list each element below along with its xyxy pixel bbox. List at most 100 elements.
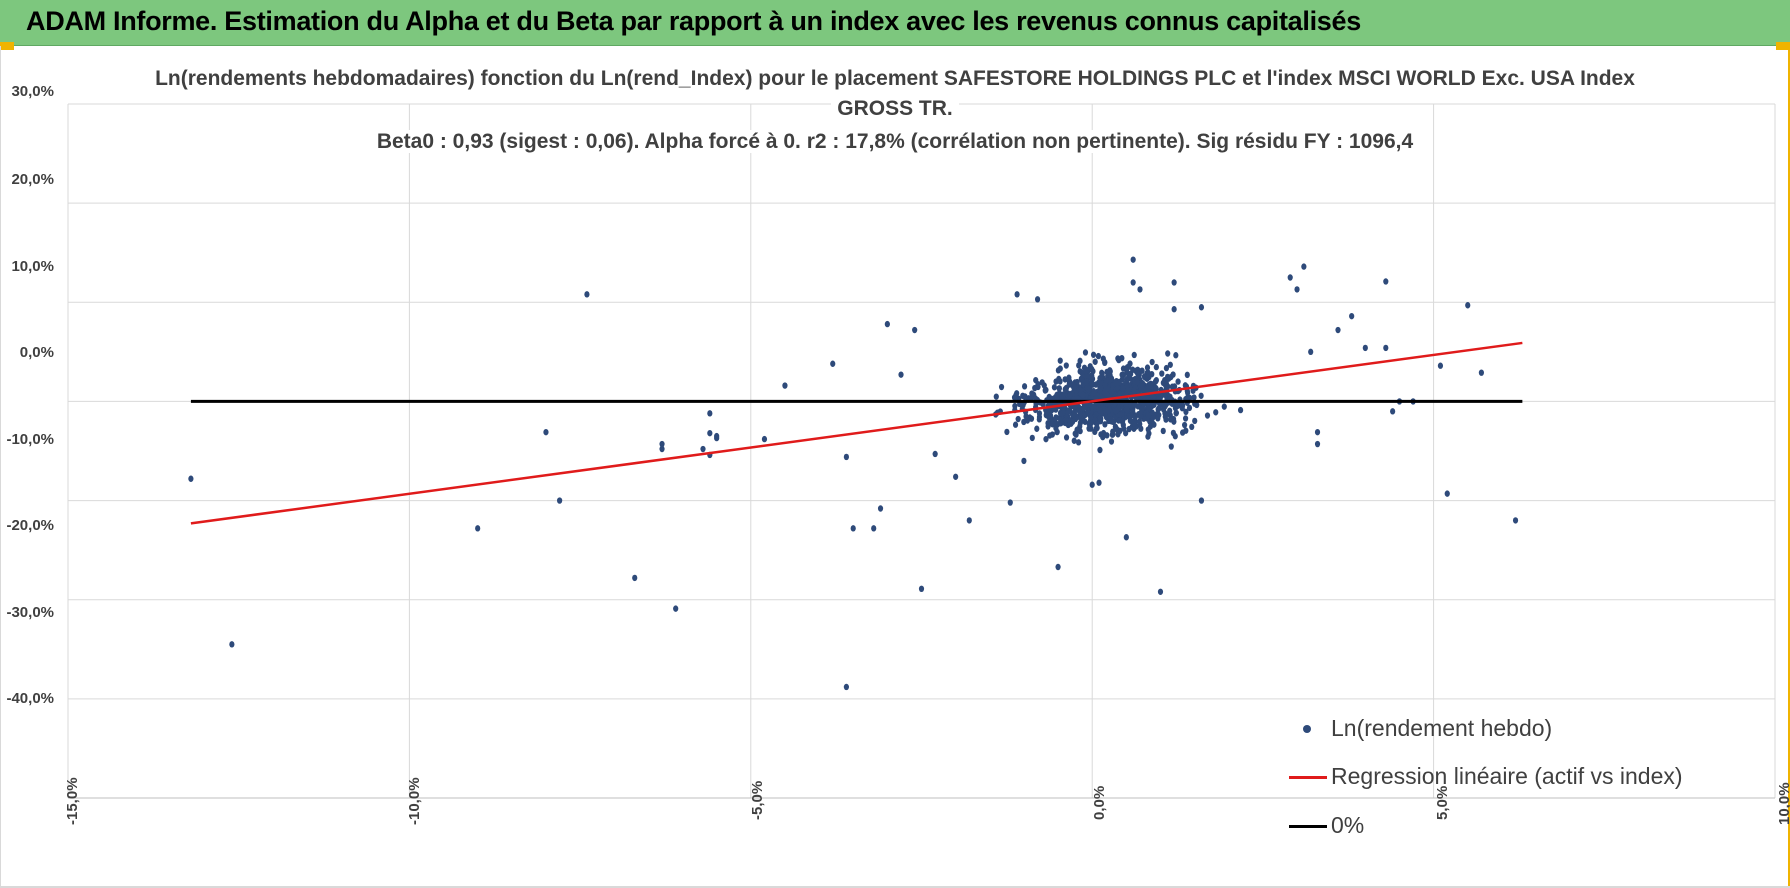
data-point [1183, 427, 1189, 434]
data-point [1108, 376, 1114, 383]
data-point [1071, 409, 1077, 416]
data-point [714, 432, 720, 440]
data-point [1137, 286, 1143, 293]
data-point [1113, 379, 1119, 387]
data-point [1043, 435, 1049, 443]
data-point [1141, 373, 1148, 380]
data-point [1173, 352, 1179, 359]
data-point [659, 445, 665, 453]
y-tick-label: -30,0% [6, 604, 54, 621]
data-point [1044, 409, 1050, 417]
data-point [1194, 401, 1200, 409]
data-point [966, 517, 972, 524]
data-point [1125, 386, 1131, 394]
data-point [1186, 404, 1193, 412]
data-point [1124, 364, 1130, 371]
data-point [1094, 392, 1100, 399]
data-point [1082, 418, 1088, 425]
data-point [830, 360, 836, 367]
data-point [1097, 375, 1103, 382]
banner-corner-right [1776, 42, 1790, 50]
data-point [1012, 421, 1019, 428]
data-point [1192, 417, 1198, 425]
frame-bottom [0, 886, 1790, 888]
data-point [1066, 381, 1072, 388]
data-point [1145, 433, 1151, 440]
data-point [1390, 408, 1396, 415]
data-point [1108, 416, 1114, 423]
data-point [1189, 423, 1195, 431]
y-tick-label: 20,0% [11, 171, 54, 188]
data-point [1132, 413, 1139, 420]
data-point [1041, 382, 1047, 389]
frame-right [1788, 46, 1790, 888]
chart-title-line-2: GROSS TR. [0, 97, 1790, 121]
data-point [1123, 406, 1129, 413]
data-point [1137, 383, 1144, 390]
data-point [1078, 414, 1084, 422]
data-point [1099, 370, 1105, 377]
data-point [1164, 373, 1171, 381]
data-point [782, 382, 788, 389]
y-tick-label: -10,0% [6, 431, 54, 448]
data-point [1153, 363, 1159, 371]
data-point [1074, 378, 1080, 386]
data-point [850, 525, 856, 532]
data-point [1184, 371, 1190, 379]
data-point [898, 371, 904, 378]
data-point [1042, 387, 1048, 394]
data-point [912, 326, 918, 334]
data-point [1127, 375, 1133, 382]
data-point [475, 525, 481, 532]
data-point [1014, 291, 1020, 298]
data-point [1155, 415, 1161, 422]
data-point [1198, 304, 1205, 311]
x-tick-label: 0,0% [1091, 785, 1108, 820]
data-point [877, 505, 884, 512]
data-point [1131, 351, 1137, 359]
regression-line [190, 341, 1523, 525]
data-point [1314, 440, 1321, 448]
data-point [1160, 427, 1166, 435]
x-tick-label: -15,0% [64, 777, 81, 825]
y-tick-label: 30,0% [11, 83, 54, 100]
data-point [1117, 427, 1123, 435]
data-point [1011, 394, 1018, 401]
data-point [1067, 392, 1073, 399]
x-tick-label: -5,0% [749, 780, 766, 820]
data-point [1119, 418, 1126, 426]
data-point [1085, 409, 1091, 416]
data-point [1168, 443, 1174, 450]
data-point [1151, 401, 1157, 408]
data-point [1084, 367, 1090, 374]
data-point [1148, 380, 1154, 388]
data-point [1135, 366, 1141, 373]
data-point [1015, 415, 1021, 423]
data-point [1134, 379, 1140, 386]
data-point [1147, 405, 1153, 412]
data-point [1057, 378, 1063, 385]
data-point [1088, 374, 1094, 381]
data-point [1169, 383, 1175, 390]
data-point [1079, 369, 1085, 377]
data-point [1383, 344, 1389, 352]
data-point [1109, 388, 1115, 396]
data-point [1135, 403, 1141, 410]
data-point [1512, 517, 1519, 524]
data-point [1049, 421, 1056, 428]
data-point [1131, 388, 1138, 395]
data-point [1097, 407, 1103, 414]
chart-title-line-1: Ln(rendements hebdomadaires) fonction du… [0, 67, 1790, 91]
y-tick-label: -20,0% [6, 517, 54, 534]
data-point [1119, 354, 1125, 362]
data-point [1171, 306, 1177, 313]
data-point [1055, 367, 1061, 374]
data-point [1088, 413, 1094, 421]
data-point [1191, 394, 1197, 401]
data-point [659, 440, 665, 448]
data-point [1294, 286, 1300, 293]
data-point [1213, 409, 1219, 416]
data-point [1170, 429, 1176, 437]
report-title: ADAM Informe. Estimation du Alpha et du … [26, 6, 1361, 36]
data-point [1053, 414, 1059, 421]
